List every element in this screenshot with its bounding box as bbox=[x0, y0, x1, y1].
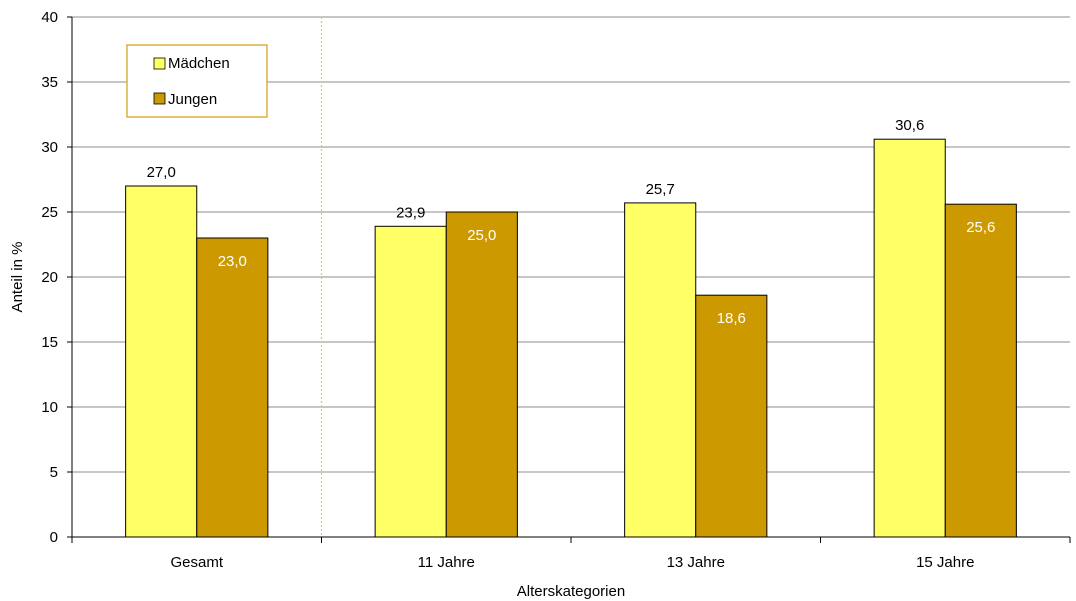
y-tick-label: 25 bbox=[41, 204, 58, 221]
legend-label-maedchen: Mädchen bbox=[168, 55, 230, 72]
x-tick-labels: Gesamt 11 Jahre 13 Jahre 15 Jahre bbox=[170, 554, 974, 571]
bar-maedchen-1 bbox=[374, 225, 447, 538]
y-axis-title: Anteil in % bbox=[9, 242, 26, 313]
x-tick-label: 11 Jahre bbox=[418, 554, 475, 571]
bar-maedchen-2 bbox=[624, 202, 697, 538]
y-tick-label: 35 bbox=[41, 74, 58, 91]
data-label: 18,6 bbox=[717, 310, 746, 327]
legend-swatch-maedchen bbox=[153, 57, 166, 70]
x-axis-title: Alterskategorien bbox=[517, 583, 625, 600]
data-label: 25,0 bbox=[467, 227, 496, 244]
y-tick-label: 40 bbox=[41, 9, 58, 26]
y-tick-label: 15 bbox=[41, 334, 58, 351]
data-label: 23,0 bbox=[218, 253, 247, 270]
legend-swatch-jungen bbox=[153, 92, 166, 105]
data-label: 25,6 bbox=[966, 219, 995, 236]
bar-jungen-0 bbox=[196, 237, 269, 538]
y-tick-labels: 0 5 10 15 20 25 30 35 40 bbox=[41, 9, 58, 546]
bar-maedchen-3 bbox=[873, 138, 946, 538]
bar-jungen-2 bbox=[695, 294, 768, 538]
y-tick-label: 0 bbox=[50, 529, 58, 546]
legend-label-jungen: Jungen bbox=[168, 91, 217, 108]
data-label: 23,9 bbox=[396, 204, 425, 221]
bar-jungen-1 bbox=[445, 211, 518, 538]
y-tick-label: 20 bbox=[41, 269, 58, 286]
data-labels: 27,0 23,0 23,9 25,0 25,7 18,6 30,6 25,6 bbox=[147, 117, 996, 327]
y-tick-label: 10 bbox=[41, 399, 58, 416]
x-tick-label: Gesamt bbox=[170, 554, 223, 571]
bar-maedchen-0 bbox=[125, 185, 198, 538]
y-tick-label: 5 bbox=[50, 464, 58, 481]
y-tick-label: 30 bbox=[41, 139, 58, 156]
bars bbox=[125, 138, 1017, 538]
bar-jungen-3 bbox=[944, 203, 1017, 538]
legend-box bbox=[126, 44, 268, 118]
x-tick-label: 13 Jahre bbox=[667, 554, 725, 571]
axes bbox=[67, 16, 1071, 543]
data-label: 30,6 bbox=[895, 117, 924, 134]
x-tick-label: 15 Jahre bbox=[916, 554, 974, 571]
data-label: 27,0 bbox=[147, 164, 176, 181]
data-label: 25,7 bbox=[646, 181, 675, 198]
legend: Mädchen Jungen bbox=[126, 44, 268, 118]
